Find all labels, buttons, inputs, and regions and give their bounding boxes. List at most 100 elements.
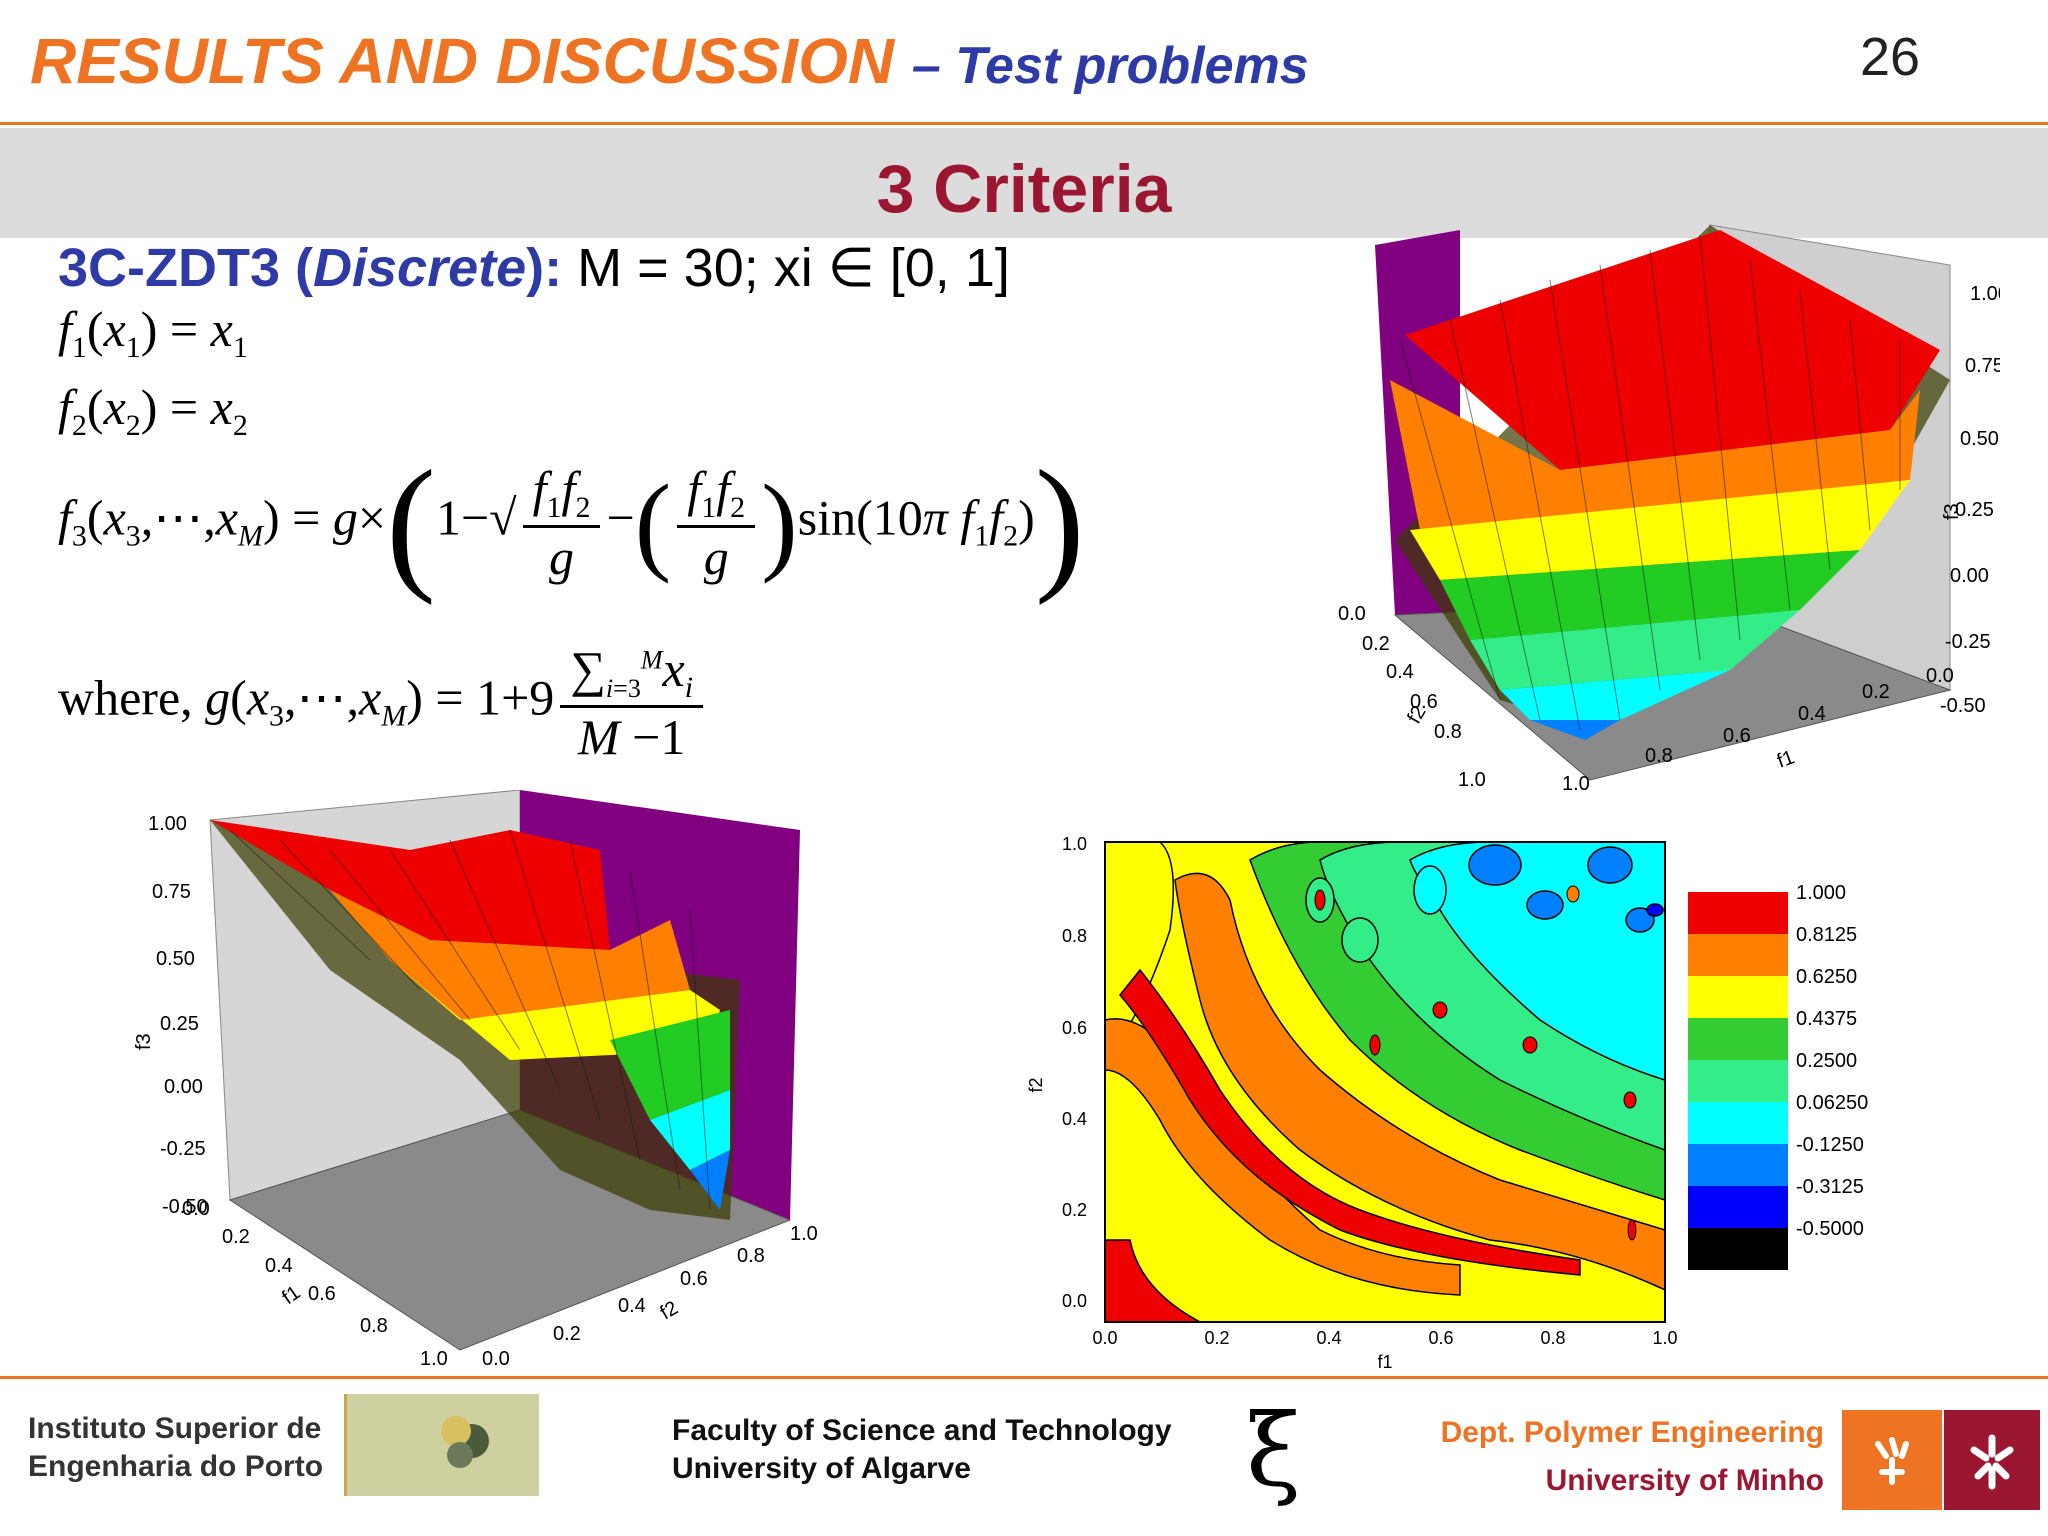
header-divider (0, 122, 2048, 125)
isep-line-2: Engenharia do Porto (28, 1450, 324, 1483)
problem-paren-open: ( (295, 238, 314, 298)
xi-logo: ξ (1246, 1392, 1302, 1509)
problem-name: 3C-ZDT3 (58, 238, 281, 298)
f2-tick: 0.2 (553, 1323, 581, 1345)
f2-axis-label: f2 (657, 1297, 682, 1324)
legend-swatch (1688, 892, 1788, 934)
legend-label: 0.06250 (1796, 1092, 1869, 1114)
f1-axis-ticks: 1.0 0.8 0.6 0.4 0.2 0.0 (1562, 665, 1954, 795)
legend-swatch (1688, 934, 1788, 976)
f1-tick: 0.8 (360, 1315, 388, 1337)
x-tick: 0.4 (1316, 1328, 1341, 1348)
surface-band-green (610, 1010, 730, 1120)
f1-tick: 1.0 (420, 1348, 448, 1370)
f1-axis-ticks: 0.0 0.2 0.4 0.6 0.8 1.0 (182, 1198, 448, 1370)
z-axis-ticks: 1.00 0.75 0.50 0.25 0.00 -0.25 -0.50 (1940, 283, 2000, 717)
surface-band-green (1440, 550, 1860, 640)
surface-mesh (1399, 234, 1901, 731)
surface-band-red (210, 820, 610, 950)
legend-swatch (1688, 1102, 1788, 1144)
legend-label: -0.3125 (1796, 1176, 1864, 1198)
z-tick: -0.25 (160, 1138, 206, 1160)
f1-tick: 0.0 (182, 1198, 210, 1220)
problem-variant: Discrete (313, 238, 527, 298)
y-tick: 1.0 (1062, 834, 1087, 854)
surface-band-lightgreen (1470, 610, 1800, 690)
f2-tick: 0.4 (1386, 661, 1414, 683)
f2-tick: 0.0 (1338, 603, 1366, 625)
f2-tick: 0.8 (737, 1245, 765, 1267)
section-title: 3 Criteria (876, 151, 1172, 227)
contour-plot: 1.0 0.8 0.6 0.4 0.2 0.0 0.0 0.2 0.4 0.6 … (1026, 834, 1678, 1372)
z-axis-label: f3 (1941, 503, 1963, 520)
surface-mesh (229, 829, 711, 1211)
f2-tick: 0.8 (1434, 721, 1462, 743)
equation-f2: f2(x2) = x2 (58, 379, 248, 442)
uminho-logo-mark (1970, 1434, 2014, 1490)
y-tick: 0.0 (1062, 1291, 1087, 1311)
fct-name: Faculty of Science and Technology Univer… (672, 1412, 1172, 1488)
isep-line-1: Instituto Superior de (28, 1412, 322, 1445)
z-tick: 0.00 (1950, 565, 1989, 587)
z-tick: 0.50 (156, 948, 195, 970)
surface-band-yellow (1410, 480, 1910, 580)
y-tick: 0.8 (1062, 926, 1087, 946)
z-tick: -0.50 (1940, 695, 1986, 717)
f1-tick: 0.2 (222, 1226, 250, 1248)
f2-axis-ticks: 0.0 0.2 0.4 0.6 0.8 1.0 (482, 1223, 818, 1370)
f1-tick: 0.6 (1723, 725, 1751, 747)
x-axis-ticks: 0.0 0.2 0.4 0.6 0.8 1.0 (1092, 1328, 1677, 1348)
slide-title-main: RESULTS AND DISCUSSION (30, 25, 895, 97)
surface-band-blue (690, 1150, 730, 1210)
surface-band-cyan (650, 1090, 730, 1170)
equation-g: where, g(x3,⋯,xM) = 1+9 ∑i=3Mxi M −1 (58, 640, 709, 766)
logo-circle-yellow (441, 1416, 471, 1446)
page-number: 26 (1860, 27, 1921, 87)
f1-axis-label: f1 (278, 1282, 304, 1310)
dept-name: Dept. Polymer Engineering (1440, 1416, 1824, 1449)
surface-plot-bottom-left: 1.00 0.75 0.50 0.25 0.00 -0.25 -0.50 f3 … (133, 790, 818, 1370)
isep-name: Instituto Superior de Engenharia do Port… (28, 1410, 323, 1486)
legend-swatch (1688, 1144, 1788, 1186)
f2-tick: 0.6 (680, 1268, 708, 1290)
legend-label: 1.000 (1796, 882, 1847, 904)
fct-line-1: Faculty of Science and Technology (672, 1414, 1172, 1447)
problem-paren-close: ): (526, 238, 563, 298)
f1-tick: 0.4 (265, 1255, 293, 1277)
legend-label: -0.5000 (1796, 1218, 1864, 1240)
legend-row: 0.6250 (1688, 966, 1868, 1018)
plot-frame (1104, 841, 1666, 1323)
isep-logo (344, 1394, 539, 1496)
z-tick: 1.00 (1970, 283, 2000, 305)
legend-row: -0.5000 (1688, 1218, 1868, 1270)
z-tick: -0.25 (1945, 631, 1991, 653)
z-tick: 0.25 (160, 1013, 199, 1035)
equation-f1: f1(x1) = x1 (58, 301, 248, 364)
f2-tick: 0.4 (618, 1295, 646, 1317)
f1-tick: 0.4 (1798, 703, 1826, 725)
y-tick: 0.4 (1062, 1109, 1087, 1129)
legend-swatch (1688, 976, 1788, 1018)
legend-label: 0.8125 (1796, 924, 1858, 946)
z-tick: 0.75 (152, 881, 191, 903)
legend-row: -0.1250 (1688, 1134, 1868, 1186)
contour-regions (1105, 842, 1665, 1322)
dept-logo (1842, 1410, 1942, 1510)
z-axis-ticks: 1.00 0.75 0.50 0.25 0.00 -0.25 -0.50 (148, 813, 208, 1218)
uminho-logo (1944, 1410, 2040, 1510)
f2-tick: 0.6 (1410, 691, 1438, 713)
x-tick: 1.0 (1652, 1328, 1677, 1348)
z-tick: 0.50 (1960, 428, 1999, 450)
legend-swatch (1688, 1186, 1788, 1228)
x-tick: 0.8 (1540, 1328, 1565, 1348)
y-axis-ticks: 1.0 0.8 0.6 0.4 0.2 0.0 (1062, 834, 1087, 1311)
legend-row: 0.06250 (1688, 1092, 1868, 1144)
logo-circle-green (447, 1442, 473, 1468)
legend-label: 0.4375 (1796, 1008, 1858, 1030)
uminho-name: University of Minho (1545, 1464, 1824, 1497)
dept-logo-mark (1875, 1437, 1909, 1485)
surface-band-blue (1530, 720, 1620, 740)
where-label: where, (58, 669, 193, 726)
z-tick: 0.75 (1965, 355, 2000, 377)
z-tick: 1.00 (148, 813, 187, 835)
